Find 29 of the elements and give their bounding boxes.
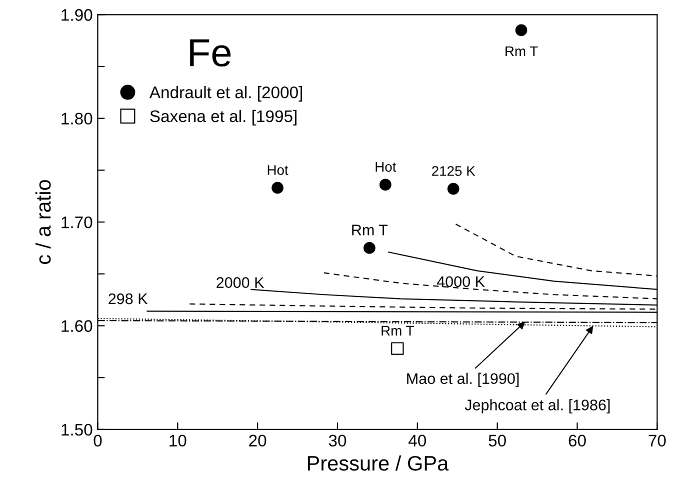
legend-label: Andrault et al. [2000] xyxy=(149,86,302,102)
x-tick-label: 70 xyxy=(648,434,666,447)
annotation: 2125 K xyxy=(432,166,476,176)
annotation: Hot xyxy=(376,162,396,172)
annotation: Rm T xyxy=(352,224,388,236)
x-tick-label: 10 xyxy=(170,434,186,447)
annotation: Rm T xyxy=(382,326,414,336)
y-tick-label: 1.80 xyxy=(62,112,92,125)
y-tick-label: 1.50 xyxy=(62,424,92,436)
annotation: Mao et al. [1990] xyxy=(407,372,519,388)
x-tick-label: 60 xyxy=(568,434,586,447)
y-axis-title: c / a ratio xyxy=(35,180,51,264)
annotation: 2000 K xyxy=(216,277,264,288)
annotation: Jephcoat et al. [1986] xyxy=(464,399,610,414)
x-tick-label: 20 xyxy=(249,434,266,447)
y-tick-label: 1.60 xyxy=(62,320,92,332)
annotation: Hot xyxy=(268,165,288,175)
x-tick-label: 30 xyxy=(328,434,346,447)
legend-label: Saxena et al. [1995] xyxy=(150,110,296,126)
y-tick-label: 1.90 xyxy=(62,9,92,21)
annotation: Rm T xyxy=(506,46,538,56)
annotation: 4000 K xyxy=(436,276,485,288)
annotation: 298 K xyxy=(108,293,148,304)
x-tick-label: 40 xyxy=(408,434,426,447)
x-axis-title: Pressure / GPa xyxy=(308,455,449,471)
x-tick-label: 0 xyxy=(94,434,102,447)
annotation: Fe xyxy=(190,39,231,67)
x-tick-label: 50 xyxy=(488,434,506,447)
y-tick-label: 1.70 xyxy=(62,216,92,228)
